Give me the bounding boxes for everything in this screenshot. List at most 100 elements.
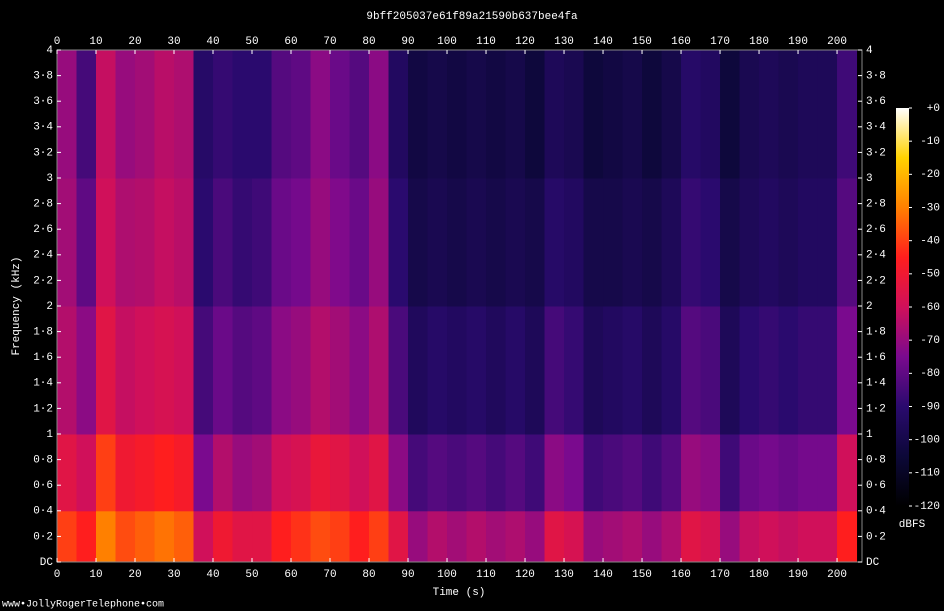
- cell: [564, 510, 585, 563]
- cell: [603, 434, 624, 512]
- cell: [544, 510, 565, 563]
- cell: [291, 50, 312, 179]
- y-tick-label: 3: [46, 173, 53, 185]
- y-tick-label: 0·6: [33, 480, 53, 492]
- y-tick-label: 1·8: [33, 327, 53, 339]
- cell: [739, 434, 760, 512]
- cell: [213, 306, 234, 435]
- cell: [252, 510, 273, 563]
- cell: [174, 50, 195, 179]
- cell: [759, 510, 780, 563]
- y-tick-label-right: 1·8: [866, 327, 886, 339]
- y-tick-label: 2: [46, 301, 53, 313]
- colorbar-tick-label: -90: [920, 401, 940, 413]
- colorbar-tick-label: -110: [914, 468, 940, 480]
- x-tick-label-top: 150: [632, 36, 652, 48]
- cell: [291, 510, 312, 563]
- colorbar: [896, 108, 909, 506]
- cell: [603, 306, 624, 435]
- cell: [349, 510, 370, 563]
- cell: [310, 50, 331, 179]
- y-tick-label: 2·2: [33, 275, 53, 287]
- x-tick-label-top: 100: [437, 36, 457, 48]
- cell: [252, 50, 273, 179]
- cell: [525, 306, 546, 435]
- cell: [115, 510, 136, 563]
- cell: [583, 510, 604, 563]
- cell: [661, 50, 682, 179]
- cell: [564, 306, 585, 435]
- cell: [466, 510, 487, 563]
- cell: [720, 306, 741, 435]
- cell: [720, 510, 741, 563]
- cell: [174, 306, 195, 435]
- cell: [271, 306, 292, 435]
- cell: [505, 434, 526, 512]
- cell: [622, 50, 643, 179]
- x-tick-label-top: 130: [554, 36, 574, 48]
- x-tick-label: 30: [167, 569, 180, 581]
- cell: [525, 50, 546, 179]
- cell: [505, 50, 526, 179]
- cell: [154, 434, 175, 512]
- cell: [408, 434, 429, 512]
- cell: [135, 178, 156, 307]
- cell: [466, 50, 487, 179]
- cell: [447, 434, 468, 512]
- cell: [96, 434, 117, 512]
- cell: [661, 178, 682, 307]
- cell: [720, 178, 741, 307]
- cell: [96, 50, 117, 179]
- y-tick-label: 3·8: [33, 71, 53, 83]
- cell: [96, 306, 117, 435]
- x-tick-label: 160: [671, 569, 691, 581]
- cell: [135, 306, 156, 435]
- x-tick-label: 130: [554, 569, 574, 581]
- cell: [544, 306, 565, 435]
- y-tick-label-right: 3·6: [866, 96, 886, 108]
- cell: [447, 50, 468, 179]
- cell: [76, 434, 97, 512]
- x-tick-label: 170: [710, 569, 730, 581]
- y-tick-label: DC: [40, 557, 54, 569]
- x-tick-label-top: 60: [284, 36, 297, 48]
- cell: [525, 434, 546, 512]
- x-tick-label: 180: [749, 569, 769, 581]
- cell: [193, 50, 214, 179]
- colorbar-tick-label: -20: [920, 169, 940, 181]
- x-tick-label-top: 40: [206, 36, 219, 48]
- cell: [642, 50, 663, 179]
- cell: [798, 510, 819, 563]
- y-tick-label-right: 1: [866, 429, 873, 441]
- y-tick-label-right: 0·8: [866, 455, 886, 467]
- y-tick-label-right: 0·2: [866, 531, 886, 543]
- cell: [778, 178, 799, 307]
- cell: [291, 178, 312, 307]
- cell: [408, 510, 429, 563]
- cell: [271, 434, 292, 512]
- cell: [193, 434, 214, 512]
- colorbar-tick-label: -120: [914, 501, 940, 513]
- cell: [135, 50, 156, 179]
- cell: [330, 434, 351, 512]
- y-tick-label-right: DC: [866, 557, 880, 569]
- cell: [817, 178, 838, 307]
- x-tick-label-top: 170: [710, 36, 730, 48]
- cell: [798, 50, 819, 179]
- x-tick-label-top: 180: [749, 36, 769, 48]
- cell: [213, 510, 234, 563]
- cell: [310, 178, 331, 307]
- cell: [115, 178, 136, 307]
- colorbar-tick-label: -30: [920, 202, 940, 214]
- cell: [681, 510, 702, 563]
- x-tick-label-top: 30: [167, 36, 180, 48]
- cell: [817, 306, 838, 435]
- cell: [408, 50, 429, 179]
- y-tick-label: 1: [46, 429, 53, 441]
- cell: [700, 510, 721, 563]
- y-tick-label: 0·8: [33, 455, 53, 467]
- cell: [174, 510, 195, 563]
- cell: [700, 434, 721, 512]
- x-tick-label-top: 160: [671, 36, 691, 48]
- cell: [466, 178, 487, 307]
